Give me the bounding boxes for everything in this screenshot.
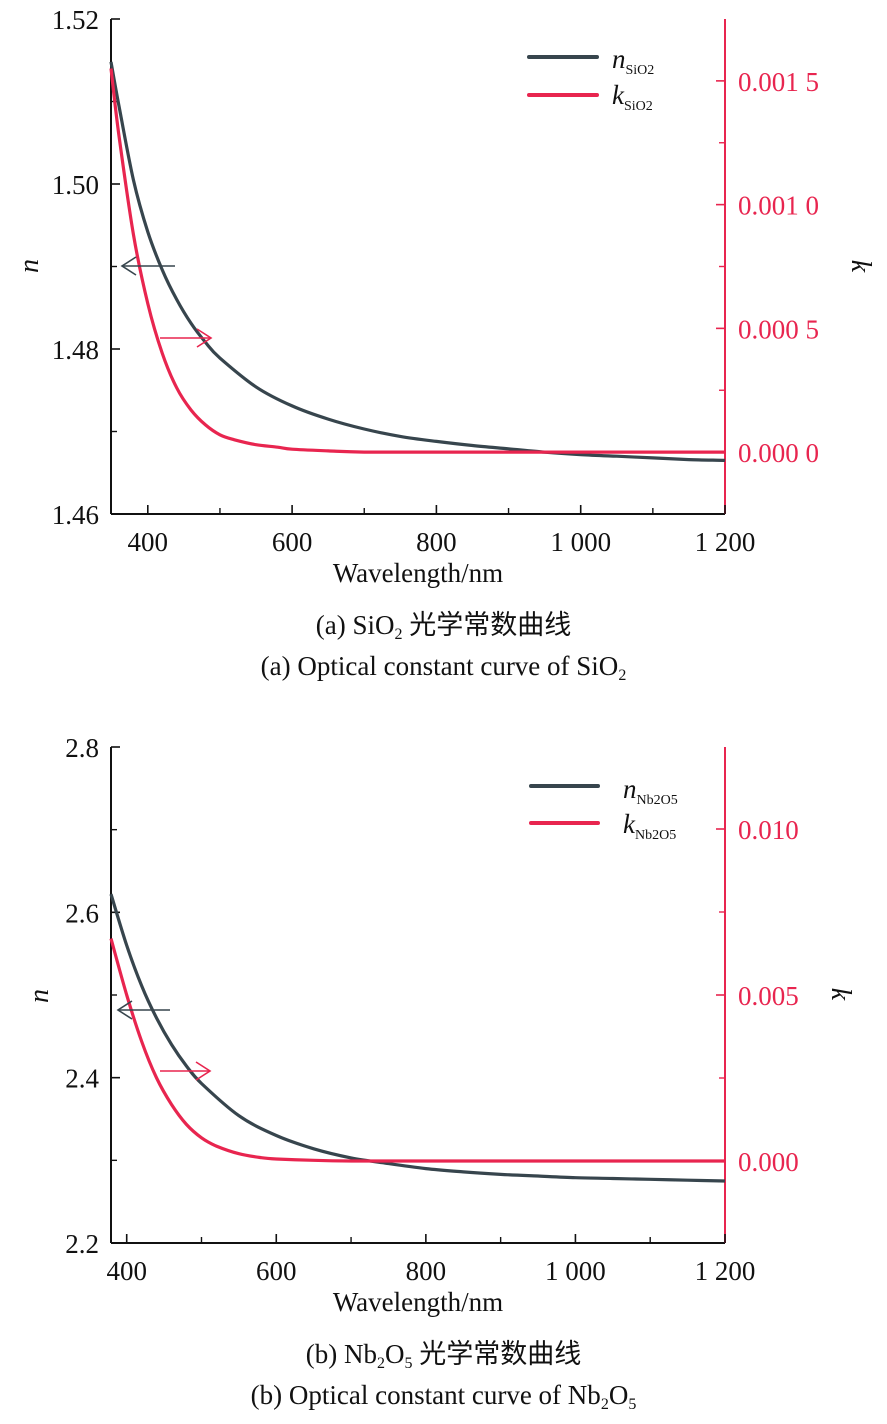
y-right-tick-label: 0.010 [738, 815, 799, 845]
chart-nb2o5: 400 600 800 1 000 1 200 2.2 2.4 2.6 2.8 0.000 0.00… [24, 733, 856, 1317]
x-tick-label: 1 000 [545, 1256, 606, 1286]
chart-sio2: 400 600 800 1 000 1 200 1.46 1.48 1.50 1.52 0.000… [14, 5, 876, 588]
arrow-left-head-icon [116, 1000, 133, 1020]
y-left-tick-label: 2.4 [65, 1064, 99, 1094]
x-axis-title: Wavelength/nm [333, 1287, 503, 1317]
series-line-k [109, 68, 725, 454]
plot-area-b: 400 600 800 1 000 1 200 2.2 2.4 2.6 2.8 0.000 0.00… [65, 733, 799, 1286]
legend: nNb2O5 kNb2O5 [529, 774, 678, 843]
x-tick-label: 600 [256, 1256, 297, 1286]
x-tick-label: 1 200 [695, 527, 756, 557]
legend: nSiO2 kSiO2 [527, 44, 654, 114]
y-right-axis-title: k [825, 988, 856, 1001]
y-left-tick-label: 1.46 [52, 500, 99, 530]
y-left-axis-title: n [14, 259, 45, 273]
y-right-tick-label: 0.001 0 [738, 191, 819, 221]
x-tick-label: 800 [416, 527, 457, 557]
y-left-tick-label: 2.8 [65, 733, 99, 763]
y-right-tick-label: 0.000 5 [738, 314, 819, 344]
arrow-right-head-icon [195, 1061, 212, 1081]
arrow-left-head-icon [120, 256, 137, 276]
legend-label-k: kSiO2 [612, 80, 653, 114]
y-left-axis-title: n [24, 989, 55, 1003]
arrow-right-head-icon [196, 328, 213, 348]
legend-label-k: kNb2O5 [623, 809, 676, 843]
x-tick-label: 1 000 [550, 527, 611, 557]
y-right-tick-label: 0.000 0 [738, 438, 819, 468]
y-right-tick-label: 0.001 5 [738, 67, 819, 97]
x-tick-label: 1 200 [695, 1256, 756, 1286]
series-line-n [109, 893, 726, 1183]
legend-label-n: nNb2O5 [623, 774, 678, 808]
legend-label-n: nSiO2 [612, 44, 654, 78]
caption-a-chinese: (a) SiO2 光学常数曲线 [315, 610, 572, 643]
y-left-tick-label: 2.6 [65, 898, 99, 928]
caption-a-english: (a) Optical constant curve of SiO2 [260, 651, 627, 684]
y-left-tick-label: 1.48 [52, 335, 99, 365]
plot-area-a: 400 600 800 1 000 1 200 1.46 1.48 1.50 1.52 0.000… [52, 5, 819, 557]
series-line-k [109, 938, 725, 1163]
series-line-n [109, 61, 726, 462]
x-tick-label: 400 [128, 527, 169, 557]
y-right-tick-label: 0.000 [738, 1147, 799, 1177]
caption-b-chinese: (b) Nb2O5 光学常数曲线 [305, 1339, 582, 1372]
x-tick-label: 800 [406, 1256, 447, 1286]
y-left-tick-label: 2.2 [65, 1229, 99, 1259]
y-left-tick-label: 1.50 [52, 170, 99, 200]
caption-b-english: (b) Optical constant curve of Nb2O5 [250, 1380, 637, 1413]
x-axis-title: Wavelength/nm [333, 558, 503, 588]
x-tick-label: 600 [272, 527, 313, 557]
y-left-tick-label: 1.52 [52, 5, 99, 35]
x-tick-label: 400 [106, 1256, 147, 1286]
y-right-tick-label: 0.005 [738, 981, 799, 1011]
y-right-axis-title: k [845, 260, 876, 273]
